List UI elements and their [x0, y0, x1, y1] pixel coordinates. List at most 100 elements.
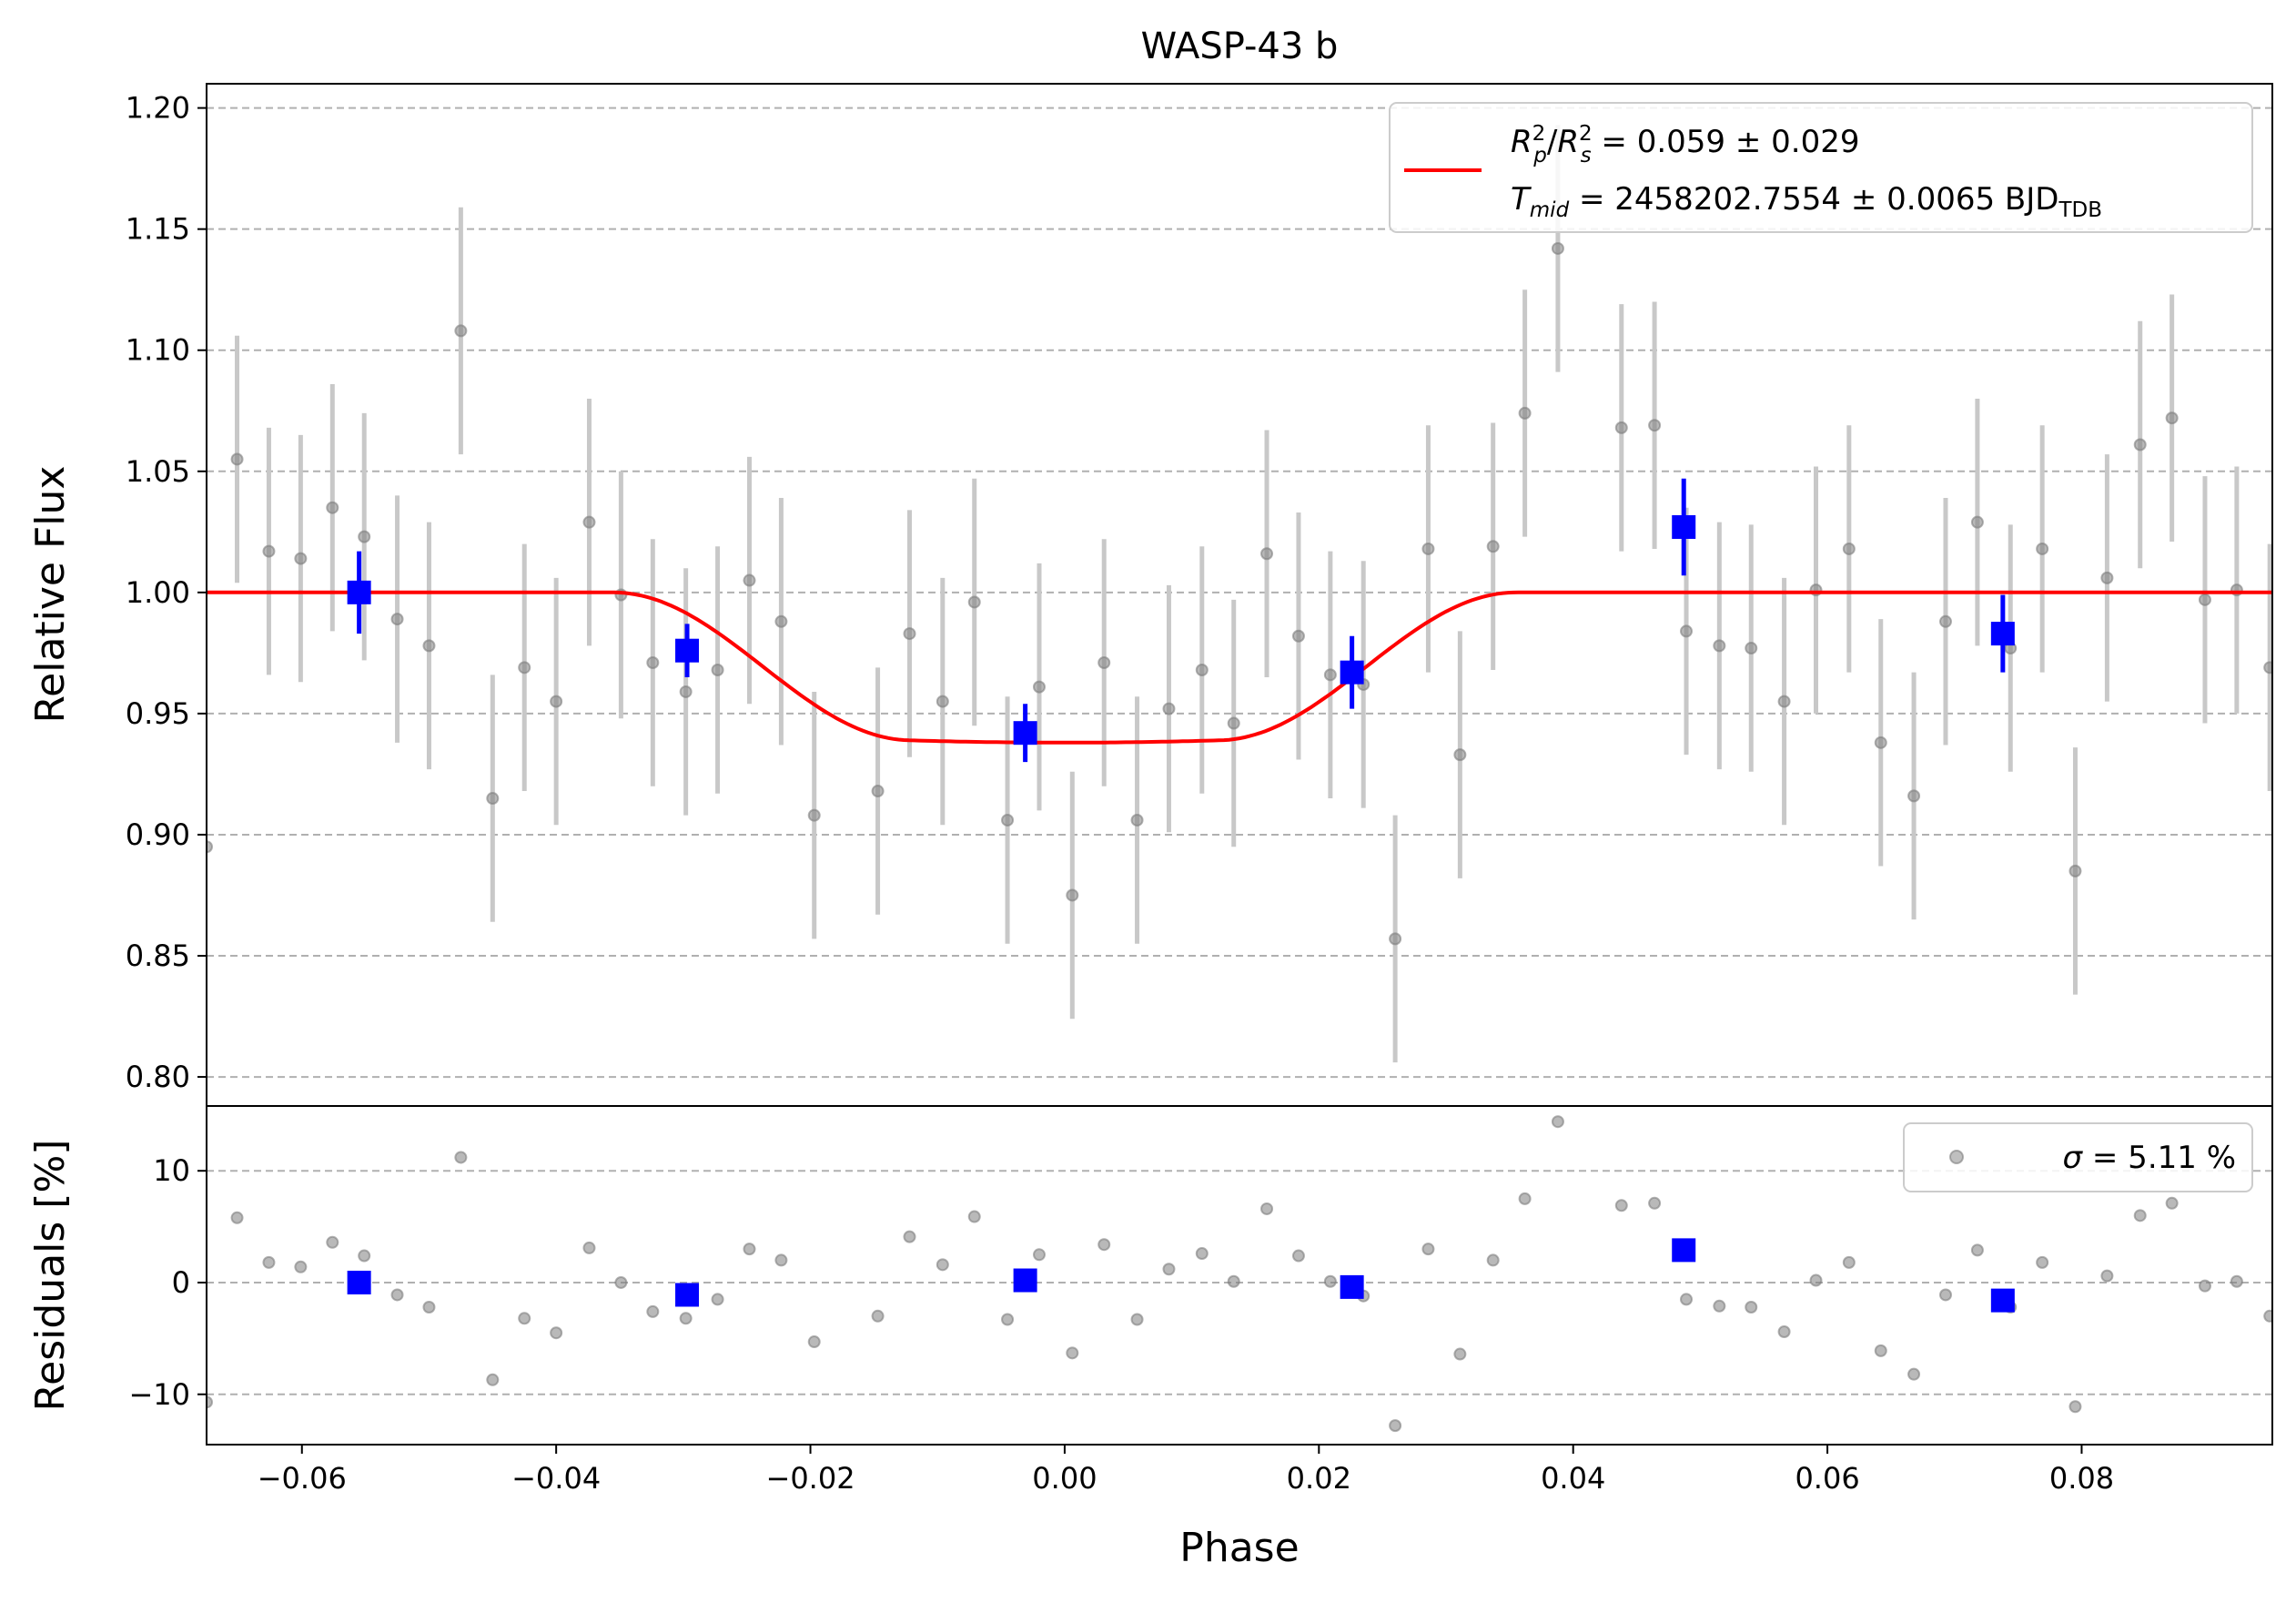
flux-raw-point [1842, 542, 1856, 555]
legend-rp-sup: 2 [1532, 122, 1546, 146]
residual-raw-point [2165, 1196, 2179, 1210]
residual-raw-point [1777, 1325, 1791, 1338]
flux-raw-point [1389, 932, 1402, 946]
flux-legend: R2 p/R2 s = 0.059 ± 0.029 Tmid = 2458202.7… [1389, 102, 2253, 233]
residual-raw-point [1486, 1253, 1500, 1267]
flux-raw-point [1323, 668, 1337, 682]
flux-raw-point [2133, 438, 2147, 451]
flux-raw-point [262, 544, 276, 558]
flux-raw-point [743, 573, 756, 587]
flux-raw-point [1713, 639, 1726, 653]
flux-raw-point [2068, 864, 2082, 878]
flux-raw-point [1518, 406, 1532, 420]
x-tick-label: 0.08 [2049, 1461, 2114, 1496]
residual-raw-point [2100, 1269, 2114, 1283]
flux-raw-point [679, 685, 693, 698]
residual-raw-point [1032, 1248, 1046, 1262]
flux-raw-point [294, 552, 308, 565]
flux-raw-point [1745, 642, 1758, 655]
residual-raw-point [454, 1151, 468, 1164]
residual-binned-point [1672, 1238, 1696, 1263]
residual-raw-point [967, 1210, 981, 1223]
residual-raw-point [1162, 1263, 1176, 1276]
chart-title: WASP-43 b [1141, 25, 1339, 67]
flux-raw-point [936, 695, 949, 708]
flux-panel: 0.80 0.85 0.90 0.95 1.00 1.05 1.10 1.15 1.20 Rel… [27, 83, 2273, 1107]
flux-raw-point [390, 613, 404, 626]
residual-raw-point [1970, 1243, 1984, 1257]
legend-rs-var: R [1557, 124, 1579, 160]
flux-raw-point [1777, 695, 1791, 708]
residual-raw-points [207, 1115, 2272, 1433]
flux-raw-point [1874, 736, 1887, 749]
residual-panel: −10 0 10 Residuals [%] σ = 5.11 % [27, 1105, 2273, 1446]
residual-raw-point [1130, 1313, 1144, 1326]
residual-binned-point [675, 1283, 700, 1307]
flux-raw-point [646, 656, 660, 670]
flux-y-tick-label: 1.10 [126, 333, 190, 368]
residual-raw-point [1809, 1273, 1823, 1287]
flux-raw-point [1907, 789, 1921, 803]
x-tick-label: −0.04 [511, 1461, 601, 1496]
residual-raw-point [1291, 1249, 1305, 1263]
residual-raw-point [486, 1373, 500, 1386]
flux-raw-point [2198, 593, 2211, 606]
legend-rp-sub: p [1532, 144, 1547, 167]
residual-raw-point [422, 1300, 436, 1314]
flux-y-tick-label: 1.15 [126, 212, 190, 247]
flux-binned-point [1340, 660, 1364, 685]
flux-raw-point [1195, 663, 1209, 676]
residual-raw-point [1551, 1115, 1564, 1129]
residual-raw-point [1001, 1313, 1015, 1326]
flux-raw-point [518, 661, 531, 675]
flux-raw-point [1291, 629, 1305, 643]
transit-model-line [207, 590, 2272, 745]
residual-raw-point [743, 1243, 756, 1256]
residual-y-tick-label: 0 [172, 1265, 190, 1300]
residual-raw-point [1195, 1247, 1209, 1261]
residual-raw-point [1938, 1288, 1952, 1302]
legend-depth-value: = 0.059 ± 0.029 [1592, 124, 1860, 160]
residual-raw-point [230, 1211, 244, 1224]
flux-raw-point [2165, 411, 2179, 425]
residual-raw-point [2198, 1279, 2211, 1293]
flux-raw-point [1486, 540, 1500, 553]
flux-raw-point [2263, 661, 2272, 675]
flux-legend-box [1389, 102, 2253, 233]
residual-y-tick-label: −10 [128, 1377, 190, 1412]
residual-raw-point [1713, 1299, 1726, 1313]
residual-raw-point [1260, 1202, 1274, 1215]
residual-raw-point [614, 1275, 628, 1289]
flux-y-tick-label: 0.90 [126, 817, 190, 852]
residual-raw-point [1389, 1419, 1402, 1433]
flux-raw-point [1421, 542, 1435, 555]
flux-raw-point [711, 663, 724, 676]
residual-raw-point [1680, 1293, 1694, 1306]
residual-raw-point [2263, 1309, 2272, 1323]
flux-y-tick-label: 0.95 [126, 696, 190, 731]
legend-sigma-symbol: σ [2063, 1140, 2084, 1176]
residual-raw-point [326, 1235, 339, 1249]
flux-raw-point [454, 324, 468, 338]
flux-raw-point [582, 515, 596, 529]
flux-raw-point [1970, 515, 1984, 529]
x-tick-label: 0.00 [1032, 1461, 1097, 1496]
residual-raw-point [294, 1260, 308, 1273]
legend-sigma-value: = 5.11 % [2082, 1140, 2236, 1176]
flux-binned-point [1990, 622, 2015, 646]
residual-raw-point [1323, 1274, 1337, 1288]
flux-raw-point [871, 785, 885, 798]
flux-legend-tmid: Tmid = 2458202.7554 ± 0.0065 BJDTDB [1511, 181, 2102, 222]
flux-binned-point [347, 580, 371, 604]
x-tick-label: 0.02 [1287, 1461, 1351, 1496]
flux-raw-points [207, 125, 2272, 1063]
residual-raw-point [518, 1312, 531, 1325]
residual-raw-point [262, 1255, 276, 1269]
residual-raw-point [1745, 1300, 1758, 1314]
x-tick-label: 0.04 [1541, 1461, 1605, 1496]
residual-raw-point [1066, 1346, 1079, 1360]
flux-raw-point [486, 792, 500, 806]
residual-raw-point [1874, 1344, 1887, 1357]
residual-raw-point [1614, 1199, 1628, 1212]
residual-raw-point [1453, 1347, 1467, 1361]
